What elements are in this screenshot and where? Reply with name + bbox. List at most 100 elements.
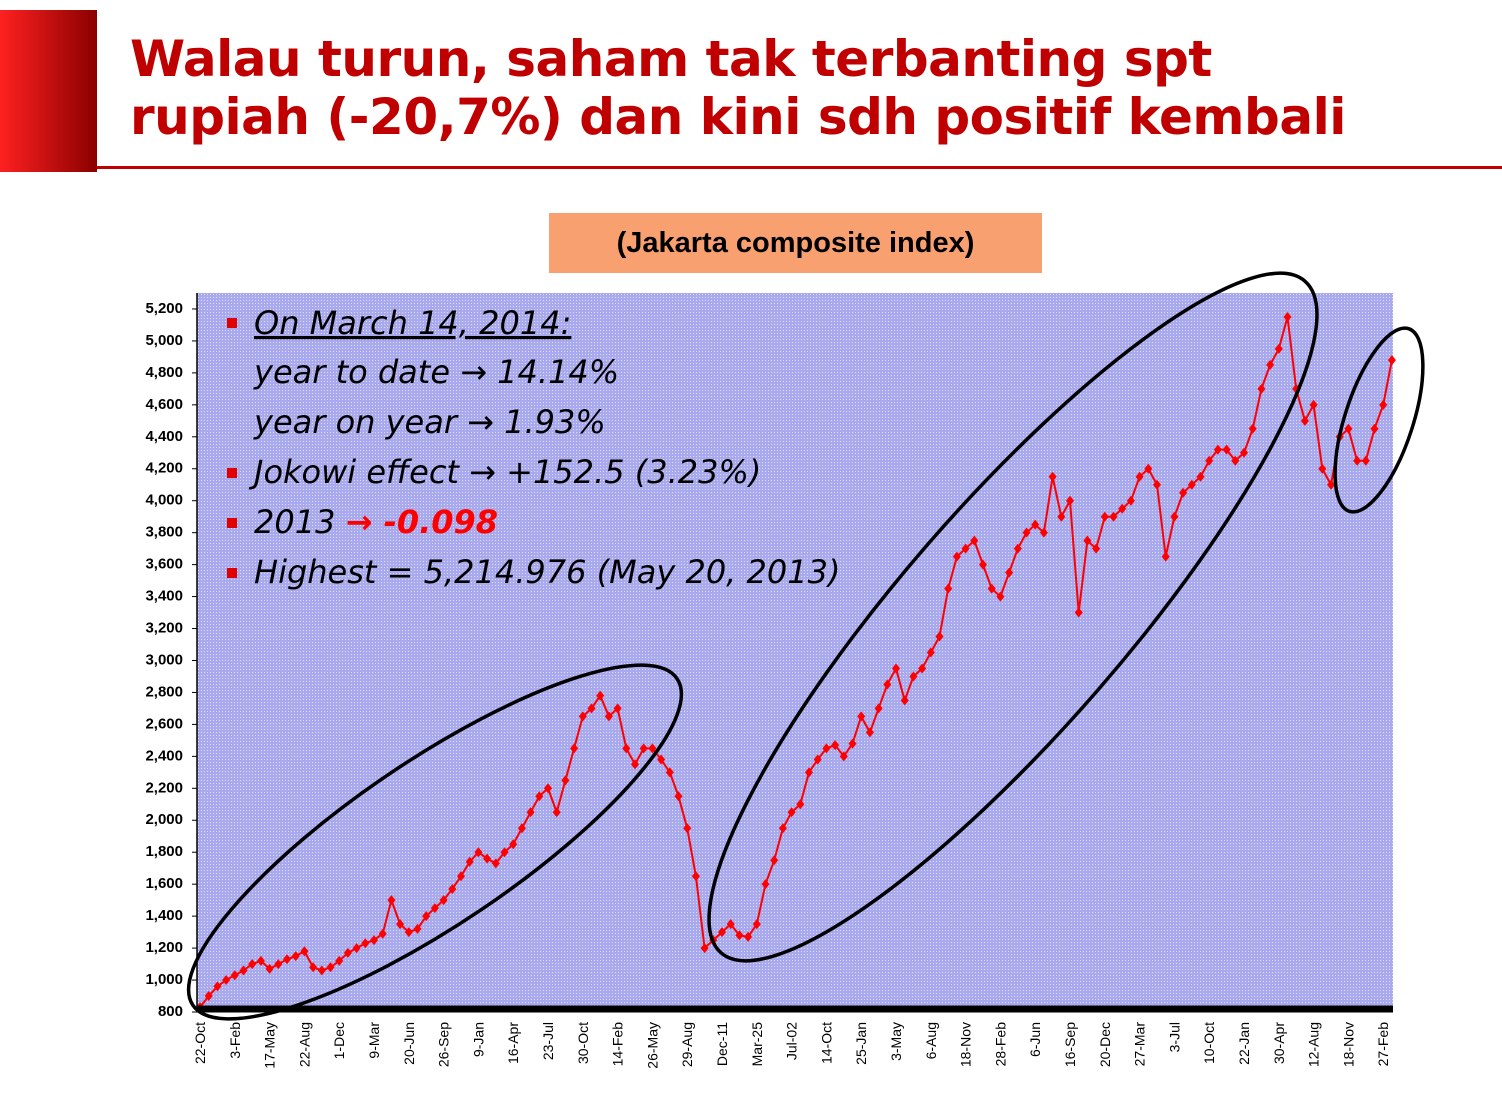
point	[770, 855, 779, 866]
point	[517, 823, 526, 834]
point	[987, 583, 996, 594]
point	[387, 895, 396, 906]
y-tick-label: 4,800	[145, 364, 183, 381]
point	[1153, 479, 1161, 490]
point	[813, 754, 822, 765]
point	[970, 535, 979, 546]
point	[343, 947, 352, 958]
point	[1039, 527, 1048, 538]
x-tick-label: 22-Oct	[192, 1022, 208, 1064]
point	[439, 895, 448, 906]
point	[1266, 359, 1275, 370]
point	[1353, 455, 1362, 466]
y-tick-label: 3,000	[145, 651, 183, 668]
x-tick-label: 17-May	[262, 1022, 278, 1069]
point	[1013, 543, 1022, 554]
x-tick-label: 22-Aug	[296, 1022, 312, 1067]
point	[1083, 535, 1092, 546]
point	[1387, 355, 1396, 366]
x-tick-label: 18-Nov	[958, 1022, 974, 1067]
point	[1240, 447, 1248, 458]
point	[1300, 415, 1309, 426]
point	[857, 711, 866, 722]
bullet	[227, 518, 237, 528]
point	[848, 738, 857, 749]
point	[1126, 495, 1135, 506]
point	[1257, 383, 1266, 394]
divider	[97, 166, 1502, 169]
x-tick-label: 9-Jan	[470, 1022, 486, 1057]
point	[283, 954, 291, 965]
point	[1144, 463, 1153, 474]
point	[422, 911, 431, 922]
x-tick-label: 20-Dec	[1097, 1022, 1113, 1067]
y-tick-label: 2,400	[145, 747, 183, 764]
y-tick-label: 2,600	[145, 715, 183, 732]
y-tick-label: 4,200	[145, 460, 183, 477]
y-tick-label: 3,200	[145, 620, 183, 637]
point	[900, 695, 909, 706]
point	[500, 847, 509, 858]
point	[1196, 471, 1205, 482]
plot-area	[197, 293, 1393, 1012]
point	[735, 930, 744, 941]
point	[483, 853, 492, 864]
point	[918, 663, 927, 674]
x-tick-label: 28-Feb	[992, 1022, 1008, 1067]
point	[674, 791, 683, 802]
y-tick-label: 3,800	[145, 524, 183, 541]
point	[1057, 511, 1066, 522]
point	[1344, 423, 1353, 434]
point	[552, 807, 561, 818]
point	[291, 951, 300, 962]
y-tick-label: 2,200	[145, 779, 183, 796]
point	[570, 743, 579, 754]
y-tick-label: 4,400	[145, 428, 183, 445]
point	[657, 754, 666, 765]
y-tick-label: 1,600	[145, 875, 183, 892]
note: Highest = 5,214.976 (May 20, 2013)	[254, 553, 840, 591]
point	[726, 919, 735, 930]
point	[1048, 471, 1057, 482]
point	[1031, 519, 1040, 530]
x-tick-label: 9-Mar	[366, 1022, 382, 1059]
x-tick-label: 22-Jan	[1236, 1022, 1252, 1065]
y-tick-label: 1,200	[145, 939, 183, 956]
y-tick-label: 4,000	[145, 492, 183, 509]
point	[604, 711, 613, 722]
note-highlight: → -0.098	[346, 503, 498, 541]
y-tick-label: 2,000	[145, 811, 183, 828]
point	[1213, 444, 1222, 455]
point	[778, 823, 787, 834]
point	[274, 959, 283, 970]
point	[1222, 444, 1231, 455]
point	[892, 663, 900, 674]
y-tick-label: 3,400	[145, 588, 183, 605]
y-tick-label: 5,000	[145, 332, 183, 349]
point	[805, 767, 813, 778]
point	[961, 543, 970, 554]
x-tick-label: Jul-02	[784, 1022, 800, 1060]
point	[1231, 455, 1240, 466]
point	[648, 743, 657, 754]
point	[1248, 423, 1257, 434]
point	[744, 931, 753, 942]
point	[1187, 479, 1196, 490]
point	[952, 551, 961, 562]
point	[265, 963, 274, 974]
point	[509, 839, 518, 850]
point	[796, 799, 805, 810]
x-tick-label: 26-Sep	[436, 1022, 452, 1067]
point	[752, 919, 761, 930]
x-tick-label: 3-Feb	[227, 1022, 243, 1059]
bullet	[227, 318, 237, 328]
point	[578, 711, 587, 722]
chart-subtitle: (Jakarta composite index)	[549, 213, 1042, 273]
point	[474, 847, 483, 858]
point	[761, 879, 770, 890]
x-tick-label: 6-Jun	[1027, 1022, 1043, 1057]
y-tick-label: 1,800	[145, 843, 183, 860]
point	[1135, 471, 1144, 482]
